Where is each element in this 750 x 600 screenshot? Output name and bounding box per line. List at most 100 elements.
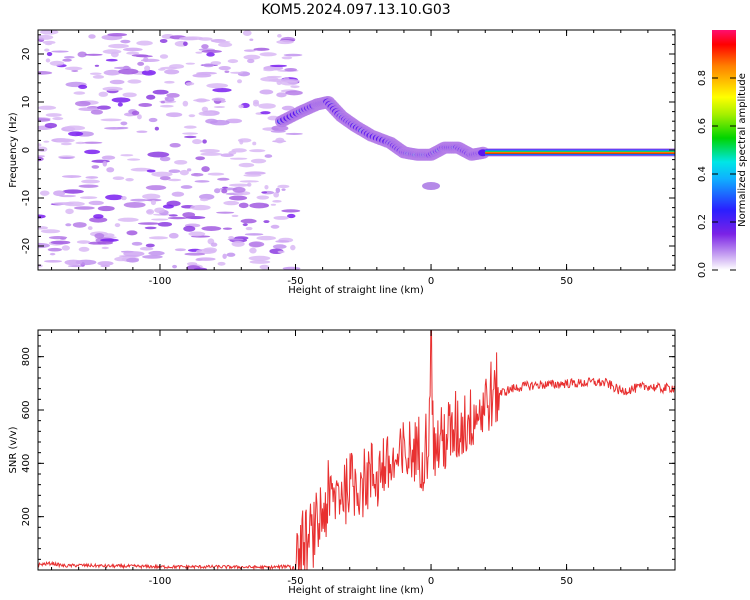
spectrogram-noise-cell xyxy=(162,204,174,209)
spectrogram-noise-cell xyxy=(88,34,96,39)
spectrogram-noise-cell xyxy=(43,259,63,263)
snr-y-tick-label: 400 xyxy=(21,454,32,473)
spectrogram-noise-cell xyxy=(164,69,180,75)
spectrogram-noise-cell xyxy=(38,34,54,40)
spectrogram-noise-cell xyxy=(65,208,74,215)
spectrogram-noise-cell xyxy=(195,51,203,54)
spectrogram-noise-cell xyxy=(259,52,277,57)
spectrogram-noise-cell xyxy=(88,200,104,206)
spectrogram-noise-cell xyxy=(184,252,206,256)
spectrogram-noise-cell xyxy=(183,225,196,232)
spectrogram-noise-cell xyxy=(159,176,171,181)
spectrogram-noise-cell xyxy=(150,200,156,206)
spectrogram-noise-cell xyxy=(136,40,153,46)
spectrogram-noise-cell xyxy=(89,217,108,223)
spectrogram-noise-cell xyxy=(164,96,175,102)
spectrogram-noise-cell xyxy=(97,261,114,266)
spectrogram-noise-cell xyxy=(244,171,266,175)
spectrogram-noise-cell xyxy=(190,204,211,211)
spectrogram-noise-cell xyxy=(256,235,276,241)
spectrogram-noise-cell xyxy=(93,214,104,219)
spectrogram-noise-cell xyxy=(73,91,86,95)
spectrogram-noise-cell xyxy=(221,188,228,194)
spectrogram-noise-cell xyxy=(118,68,139,75)
spectrogram-noise-cell xyxy=(84,149,101,155)
spectrogram-noise-cell xyxy=(249,149,266,153)
spectrogram-x-axis-label: Height of straight line (km) xyxy=(288,285,424,296)
spectrogram-noise-cell xyxy=(273,191,280,198)
snr-x-tick-label: -50 xyxy=(287,576,303,587)
spectrogram-noise-cell xyxy=(188,231,206,237)
spectrogram-noise-cell xyxy=(248,241,265,248)
spectrogram-noise-cell xyxy=(85,176,99,179)
spectrogram-noise-cell xyxy=(213,105,226,109)
spectrogram-noise-cell xyxy=(281,105,295,111)
spectrogram-noise-cell xyxy=(101,246,109,250)
spectrogram-x-tick-label: 50 xyxy=(560,276,573,287)
spectrogram-noise-cell xyxy=(159,156,171,162)
spectrogram-noise-cell xyxy=(210,61,222,66)
spectrogram-noise-cell xyxy=(270,130,286,133)
spectrogram-noise-cell xyxy=(199,198,209,202)
spectrogram-noise-cell xyxy=(159,38,168,44)
spectrogram-noise-cell xyxy=(214,188,221,194)
spectrogram-noise-cell xyxy=(59,156,74,159)
spectrogram-noise-cell xyxy=(59,194,77,198)
spectrogram-noise-cell xyxy=(97,205,115,212)
spectrogram-noise-cell xyxy=(216,211,235,214)
spectrogram-noise-cell xyxy=(103,69,121,76)
spectrogram-noise-cell xyxy=(142,255,163,259)
spectrogram-noise-cell xyxy=(75,100,91,107)
spectrogram-noise-cell xyxy=(202,139,207,144)
spectrogram-noise-cell xyxy=(78,246,90,252)
spectrogram-noise-cell xyxy=(199,149,220,153)
spectrogram-noise-cell xyxy=(160,100,166,104)
spectrogram-noise-cell xyxy=(102,86,123,92)
spectrogram-noise-cell xyxy=(72,222,87,228)
spectrogram-noise-cell xyxy=(43,140,50,143)
spectrogram-noise-cell xyxy=(225,118,243,124)
spectrogram-noise-cell xyxy=(228,236,235,240)
spectrogram-noise-cell xyxy=(249,38,254,41)
spectrogram-noise-cell xyxy=(122,47,143,52)
spectrogram-noise-cell xyxy=(270,224,280,229)
spectrogram-noise-cell xyxy=(237,138,252,143)
spectrogram-noise-cell xyxy=(123,251,145,257)
spectrogram-noise-cell xyxy=(239,180,260,183)
spectrogram-noise-cell xyxy=(256,195,270,200)
spectrogram-noise-cell xyxy=(97,241,114,245)
spectrogram-noise-cell xyxy=(62,58,72,62)
spectrogram-noise-cell xyxy=(258,103,276,109)
colorbar-tick-label: 0.6 xyxy=(697,118,708,134)
spectrogram-noise-cell xyxy=(286,213,296,219)
spectrogram-noise-cell xyxy=(94,233,105,239)
spectrogram-noise-cell xyxy=(242,223,248,227)
snr-x-tick-label: -100 xyxy=(149,576,172,587)
spectrogram-noise-cell xyxy=(202,63,215,68)
spectrogram-noise-cell xyxy=(290,85,300,89)
spectrogram-noise-cell xyxy=(264,154,273,158)
spectrogram-noise-cell xyxy=(60,142,72,146)
snr-x-axis-label: Height of straight line (km) xyxy=(288,585,424,596)
spectrogram-noise-cell xyxy=(38,105,57,110)
spectrogram-noise-cell xyxy=(137,222,160,225)
spectrogram-noise-cell xyxy=(151,171,173,177)
spectrogram-noise-cell xyxy=(168,214,178,217)
spectrogram-noise-cell xyxy=(113,66,132,70)
spectrogram-noise-cell xyxy=(71,69,79,72)
spectrogram-noise-cell xyxy=(154,126,159,131)
spectrogram-noise-cell xyxy=(167,216,188,220)
spectrogram-noise-cell xyxy=(249,247,257,254)
spectrogram-noise-cell xyxy=(127,158,141,161)
spectrogram-noise-cell xyxy=(168,169,181,174)
spectrogram-noise-cell xyxy=(217,261,226,266)
spectrogram-noise-cell xyxy=(131,54,149,57)
spectrogram-noise-cell xyxy=(125,178,134,182)
spectrogram-noise-cell xyxy=(199,193,215,200)
colorbar-tick-label: 0.4 xyxy=(697,166,708,182)
spectrogram-noise-cell xyxy=(276,39,294,45)
spectrogram-noise-cell xyxy=(63,125,86,131)
snr-frame xyxy=(37,329,676,571)
spectrogram-noise-cell xyxy=(44,122,58,129)
spectrogram-noise-cell xyxy=(79,196,98,200)
